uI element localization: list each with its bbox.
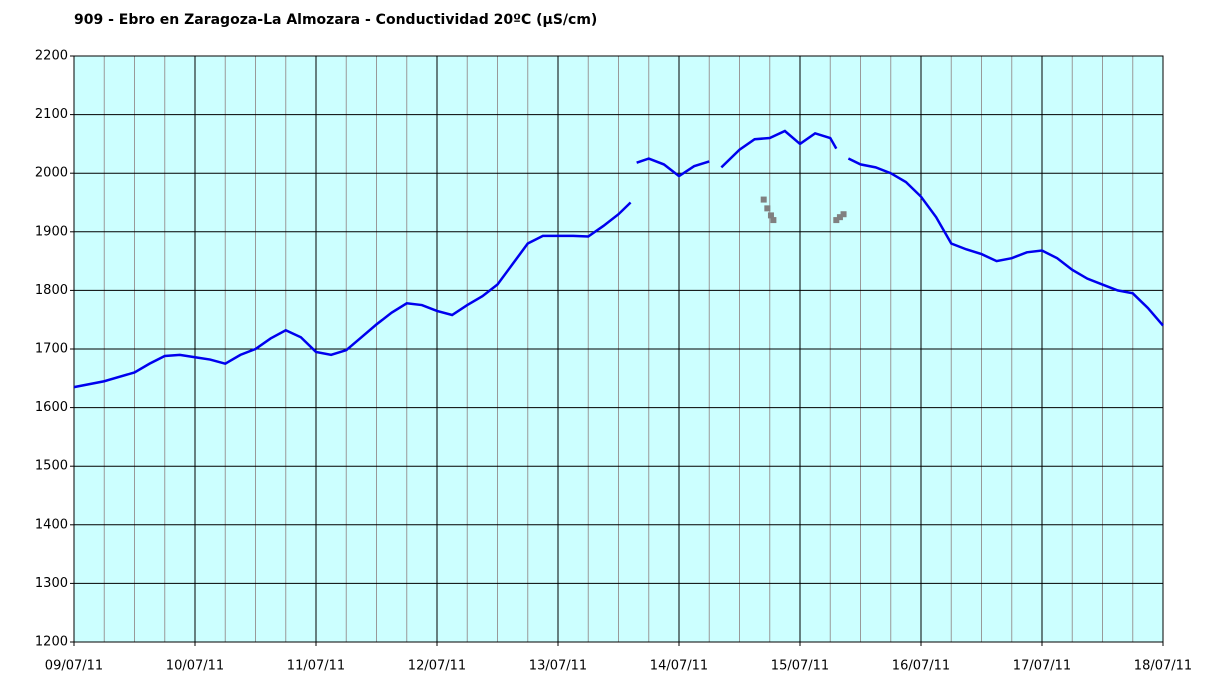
point <box>764 205 771 212</box>
x-tick-label: 17/07/11 <box>1013 659 1071 674</box>
x-tick-label: 18/07/11 <box>1134 659 1192 674</box>
x-tick-label: 16/07/11 <box>892 659 950 674</box>
point <box>833 217 840 224</box>
y-tick-label: 2200 <box>35 49 68 64</box>
y-tick-label: 1700 <box>35 342 68 357</box>
y-tick-label: 2100 <box>35 107 68 122</box>
x-tick-label: 11/07/11 <box>287 659 345 674</box>
x-tick-label: 09/07/11 <box>45 659 103 674</box>
x-tick-label: 13/07/11 <box>529 659 587 674</box>
y-tick-label: 1200 <box>35 635 68 650</box>
y-tick-label: 1600 <box>35 400 68 415</box>
y-tick-label: 1500 <box>35 459 68 474</box>
x-tick-label: 14/07/11 <box>650 659 708 674</box>
x-tick-label: 10/07/11 <box>166 659 224 674</box>
y-tick-label: 1400 <box>35 517 68 532</box>
x-tick-label: 15/07/11 <box>771 659 829 674</box>
plot-border <box>73 55 1164 643</box>
y-tick-label: 1300 <box>35 576 68 591</box>
point <box>760 196 767 203</box>
series-line <box>73 129 1164 389</box>
point <box>770 217 777 224</box>
chart-title: 909 - Ebro en Zaragoza-La Almozara - Con… <box>74 12 597 28</box>
x-tick-label: 12/07/11 <box>408 659 466 674</box>
point <box>767 212 774 219</box>
point <box>840 211 847 218</box>
y-tick-label: 2000 <box>35 166 68 181</box>
y-tick-label: 1900 <box>35 224 68 239</box>
y-tick-label: 1800 <box>35 283 68 298</box>
point <box>836 214 843 221</box>
